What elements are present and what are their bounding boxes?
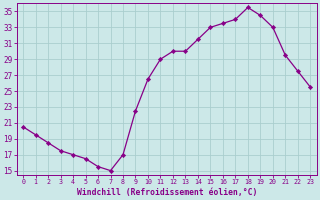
X-axis label: Windchill (Refroidissement éolien,°C): Windchill (Refroidissement éolien,°C) — [76, 188, 257, 197]
